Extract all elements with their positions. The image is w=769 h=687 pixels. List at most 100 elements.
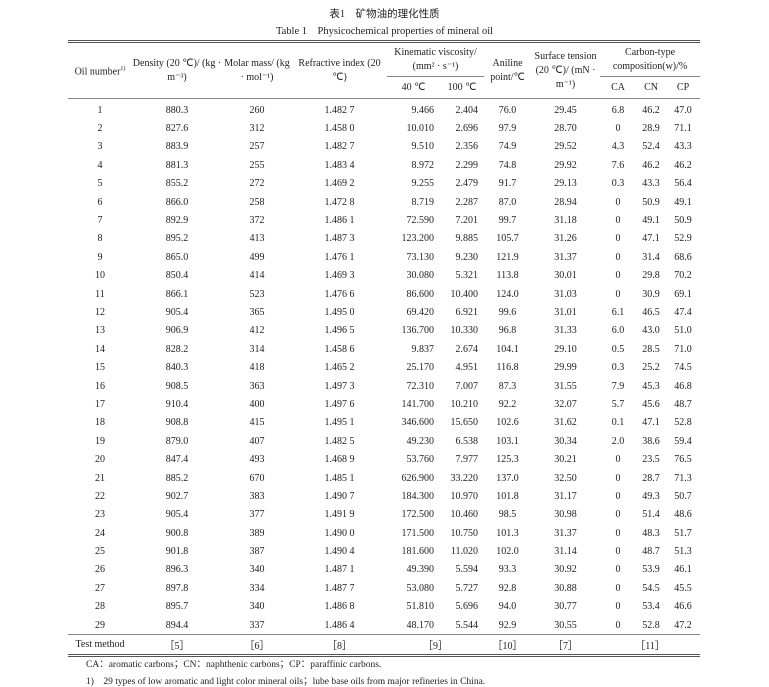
cell-visc-100: 2.287	[455, 196, 479, 208]
cell-visc-100: 2.356	[455, 141, 479, 153]
cell-cn: 45.6	[642, 398, 660, 410]
cell-molar-mass: 260	[249, 104, 265, 116]
cell-cn: 25.2	[642, 362, 660, 374]
cell-aniline: 101.8	[496, 490, 519, 502]
cell-ca: 0.1	[611, 417, 625, 429]
header-aniline: Aniline point/℃	[490, 57, 525, 83]
cell-refractive-index: 1.486 1	[324, 215, 355, 227]
cell-oil-number: 28	[95, 601, 105, 613]
cell-molar-mass: 337	[249, 619, 265, 631]
cell-visc-100: 5.321	[455, 270, 479, 282]
cell-refractive-index: 1.482 7	[324, 104, 355, 116]
cell-refractive-index: 1.458 6	[324, 343, 355, 355]
cell-ca: 0.3	[611, 178, 625, 190]
cell-refractive-index: 1.490 7	[324, 490, 355, 502]
table-row: 23 905.4 377 1.491 9 172.500 10.460 98.5 30.98 0…	[68, 506, 700, 524]
cell-density: 881.3	[165, 159, 189, 171]
cell-density: 906.9	[165, 325, 189, 337]
cell-visc-100: 4.951	[455, 362, 479, 374]
cell-visc-40: 184.300	[401, 490, 435, 502]
cell-visc-100: 5.594	[455, 564, 479, 576]
test-method-density: ［5］	[164, 641, 190, 653]
cell-surface-tension: 29.99	[554, 362, 577, 374]
cell-cn: 53.4	[642, 601, 660, 613]
test-method-carbon-type: ［11］	[635, 641, 665, 653]
cell-density: 894.4	[165, 619, 189, 631]
cell-aniline: 124.0	[496, 288, 519, 300]
table-row: 15 840.3 418 1.465 2 25.170 4.951 116.8 29.99 0.…	[68, 358, 700, 376]
cell-oil-number: 26	[95, 564, 105, 576]
cell-aniline: 103.1	[496, 435, 519, 447]
cell-density: 879.0	[165, 435, 189, 447]
cell-surface-tension: 31.17	[554, 490, 577, 502]
cell-visc-40: 8.972	[411, 159, 435, 171]
cell-aniline: 87.3	[498, 380, 517, 392]
cell-cn: 43.3	[642, 178, 660, 190]
cell-molar-mass: 272	[249, 178, 265, 190]
table-row: 14 828.2 314 1.458 6 9.837 2.674 104.1 29.10 0.5…	[68, 340, 700, 358]
cell-cp: 74.5	[674, 362, 692, 374]
cell-refractive-index: 1.482 5	[324, 435, 355, 447]
cell-cn: 46.2	[642, 104, 660, 116]
cell-cp: 71.0	[674, 343, 692, 355]
cell-surface-tension: 31.55	[554, 380, 577, 392]
cell-oil-number: 16	[95, 380, 105, 392]
cell-ca: 0	[615, 619, 621, 631]
cell-aniline: 74.9	[498, 141, 517, 153]
cell-surface-tension: 30.88	[554, 582, 577, 594]
cell-ca: 0	[615, 196, 621, 208]
cell-refractive-index: 1.476 6	[324, 288, 355, 300]
table-row: 3 883.9 257 1.482 7 9.510 2.356 74.9 29.52 4.3 52…	[68, 138, 700, 156]
header-cp: CP	[676, 81, 690, 93]
cell-oil-number: 8	[97, 233, 103, 245]
cell-visc-100: 9.885	[455, 233, 479, 245]
cell-surface-tension: 30.01	[554, 270, 577, 282]
cell-visc-100: 10.750	[450, 527, 479, 539]
cell-density: 895.7	[165, 601, 189, 613]
cell-refractive-index: 1.482 7	[324, 141, 355, 153]
cell-cp: 59.4	[674, 435, 692, 447]
cell-visc-40: 8.719	[411, 196, 435, 208]
test-method-row: Test method ［5］ ［6］ ［8］ ［9］ ［10］ ［7］ ［11…	[68, 634, 701, 656]
cell-molar-mass: 340	[249, 564, 265, 576]
cell-aniline: 76.0	[498, 104, 517, 116]
cell-visc-100: 33.220	[450, 472, 479, 484]
cell-visc-100: 2.404	[455, 104, 479, 116]
table-row: 27 897.8 334 1.487 7 53.080 5.727 92.8 30.88 0 54…	[68, 579, 700, 597]
cell-visc-100: 2.299	[455, 159, 479, 171]
cell-cp: 43.3	[674, 141, 692, 153]
header-visc-40: 40 ℃	[401, 81, 426, 93]
cell-surface-tension: 31.37	[554, 251, 577, 263]
cell-cp: 47.0	[674, 104, 692, 116]
cell-visc-100: 10.400	[450, 288, 479, 300]
table-row: 28 895.7 340 1.486 8 51.810 5.696 94.0 30.77 0 53…	[68, 598, 700, 616]
cell-cp: 46.1	[674, 564, 692, 576]
cell-aniline: 116.8	[496, 362, 519, 374]
cell-cp: 47.4	[674, 306, 692, 318]
cell-density: 896.3	[165, 564, 189, 576]
mineral-oil-properties-table: Oil number1) Density (20 ℃)/ (kg · m⁻³) …	[68, 40, 701, 657]
cell-surface-tension: 31.33	[554, 325, 577, 337]
cell-refractive-index: 1.491 9	[324, 509, 355, 521]
cell-oil-number: 6	[97, 196, 103, 208]
cell-visc-40: 136.700	[401, 325, 435, 337]
cell-density: 840.3	[165, 362, 189, 374]
cell-molar-mass: 413	[249, 233, 265, 245]
cell-visc-40: 9.510	[411, 141, 435, 153]
cell-ca: 0	[615, 123, 621, 135]
cell-surface-tension: 29.10	[554, 343, 577, 355]
cell-oil-number: 5	[97, 178, 103, 190]
cell-visc-100: 2.674	[455, 343, 479, 355]
cell-aniline: 92.9	[498, 619, 517, 631]
cell-aniline: 98.5	[498, 509, 517, 521]
cell-cn: 28.5	[642, 343, 660, 355]
cell-density: 901.8	[165, 546, 189, 558]
cell-refractive-index: 1.476 1	[324, 251, 355, 263]
cell-cp: 50.7	[674, 490, 692, 502]
cell-oil-number: 11	[95, 288, 105, 300]
table-row: 5 855.2 272 1.469 2 9.255 2.479 91.7 29.13 0.3 43…	[68, 175, 700, 193]
test-method-label: Test method	[75, 639, 125, 651]
cell-cp: 70.2	[674, 270, 692, 282]
cell-cn: 31.4	[642, 251, 660, 263]
cell-density: 865.0	[165, 251, 189, 263]
